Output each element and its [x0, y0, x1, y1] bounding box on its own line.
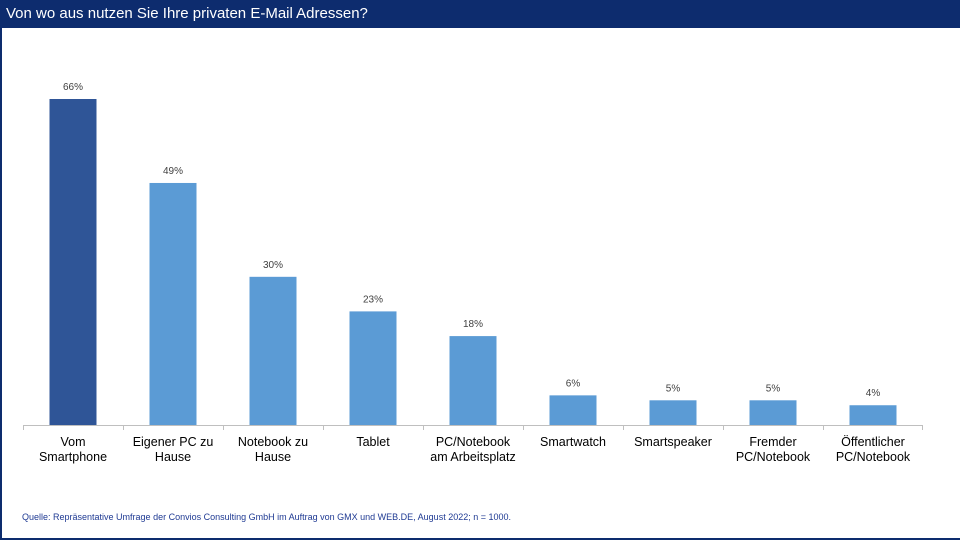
- data-label-5: 6%: [566, 378, 581, 389]
- category-label-5-0: Smartwatch: [540, 435, 606, 449]
- bar-4: [449, 336, 497, 425]
- data-label-6: 5%: [666, 383, 681, 394]
- category-label-0-1: Smartphone: [39, 450, 107, 464]
- bar-2: [249, 276, 297, 425]
- category-label-0-0: Vom: [60, 435, 85, 449]
- category-label-8-1: PC/Notebook: [836, 450, 911, 464]
- data-label-8: 4%: [866, 388, 881, 399]
- chart-title-bar: Von wo aus nutzen Sie Ihre privaten E-Ma…: [0, 0, 960, 28]
- source-note: Quelle: Repräsentative Umfrage der Convi…: [22, 512, 511, 522]
- category-label-4-0: PC/Notebook: [436, 435, 511, 449]
- bar-6: [649, 400, 697, 425]
- data-label-3: 23%: [363, 294, 383, 305]
- category-label-7-0: Fremder: [749, 435, 796, 449]
- frame-left-border: [0, 28, 2, 540]
- frame-bottom-border: [0, 538, 960, 540]
- bar-0: [49, 99, 97, 425]
- data-label-2: 30%: [263, 260, 283, 271]
- category-label-2-1: Hause: [255, 450, 291, 464]
- bar-1: [149, 182, 197, 425]
- data-label-7: 5%: [766, 383, 781, 394]
- chart-title: Von wo aus nutzen Sie Ihre privaten E-Ma…: [6, 5, 368, 22]
- bar-3: [349, 311, 397, 425]
- category-label-4-1: am Arbeitsplatz: [430, 450, 515, 464]
- bar-5: [549, 395, 597, 425]
- data-label-4: 18%: [463, 319, 483, 330]
- category-label-6-0: Smartspeaker: [634, 435, 712, 449]
- category-label-3-0: Tablet: [356, 435, 390, 449]
- bar-7: [749, 400, 797, 425]
- category-label-1-1: Hause: [155, 450, 191, 464]
- bar-8: [849, 405, 897, 425]
- data-label-1: 49%: [163, 166, 183, 177]
- category-label-8-0: Öffentlicher: [841, 435, 905, 449]
- data-label-0: 66%: [63, 82, 83, 93]
- category-label-7-1: PC/Notebook: [736, 450, 811, 464]
- category-label-1-0: Eigener PC zu: [133, 435, 214, 449]
- category-label-2-0: Notebook zu: [238, 435, 308, 449]
